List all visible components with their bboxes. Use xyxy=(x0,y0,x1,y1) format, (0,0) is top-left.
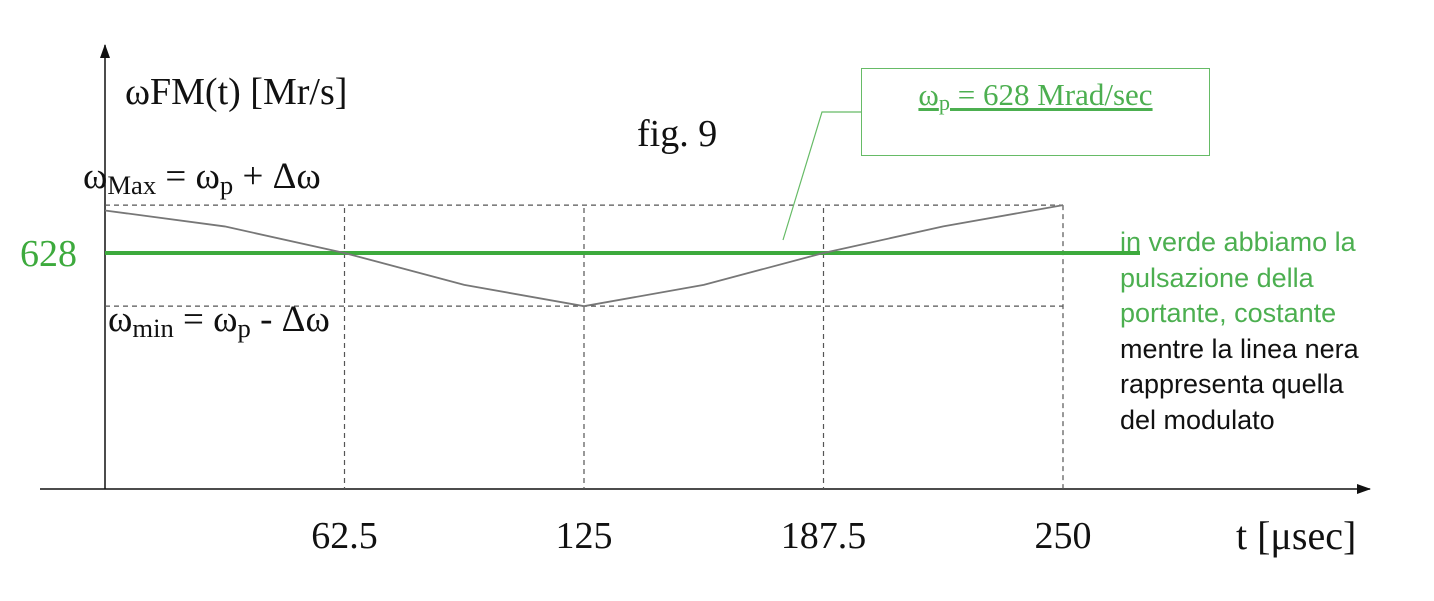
chart-title: fig. 9 xyxy=(637,113,718,155)
x-tick-label: 125 xyxy=(556,515,613,557)
carrier-value-label: 628 xyxy=(20,233,77,275)
note-dark-line: del modulato xyxy=(1120,404,1275,435)
x-tick-label: 250 xyxy=(1035,515,1092,557)
callout-leader-line xyxy=(782,111,861,241)
note-dark-line: mentre la linea nera xyxy=(1120,333,1359,364)
legend-note: in verde abbiamo la pulsazione della por… xyxy=(1120,225,1420,438)
note-dark-line: rappresenta quella xyxy=(1120,369,1344,399)
y-axis-label: ωFM(t) [Mr/s] xyxy=(125,71,348,113)
note-green-line: pulsazione della xyxy=(1120,262,1314,293)
min-frequency-label: ωmin = ωp - Δω xyxy=(108,299,330,343)
note-green-line: portante, costante xyxy=(1120,298,1337,328)
x-tick-label: 62.5 xyxy=(311,515,378,557)
carrier-callout-box: ωp = 628 Mrad/sec xyxy=(861,68,1210,156)
max-frequency-label: ωMax = ωp + Δω xyxy=(83,156,321,200)
x-axis-label: t [μsec] xyxy=(1236,513,1357,558)
note-green-line: in verde abbiamo la xyxy=(1120,227,1356,257)
x-tick-label: 187.5 xyxy=(781,515,867,557)
